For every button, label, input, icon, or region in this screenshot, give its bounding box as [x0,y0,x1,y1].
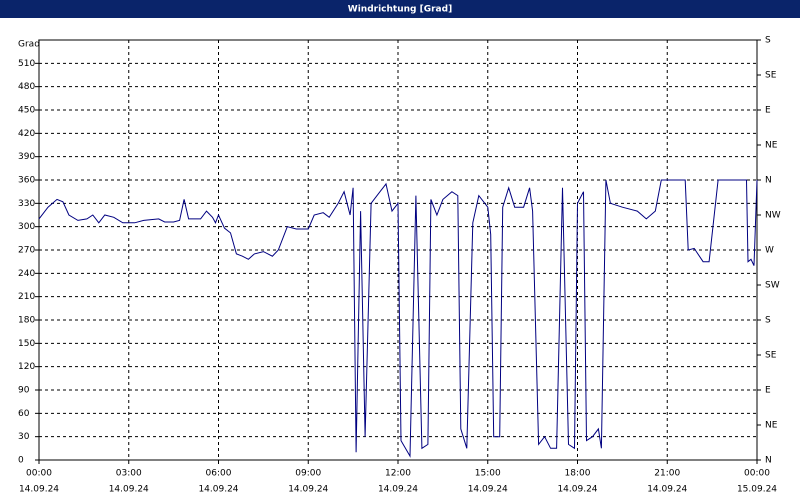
x-tick-label: 00:00 [744,469,770,479]
y-tick-label: 330 [18,199,35,209]
y2-tick-label: SE [765,351,777,361]
y-tick-label: 510 [18,59,35,69]
y2-tick-label: SW [765,281,780,291]
y-axis-label: Grad [18,40,40,50]
y-tick-label: 90 [18,386,30,396]
x-tick-label: 15:00 [475,469,501,479]
y2-tick-label: NE [765,141,778,151]
y2-tick-label: NW [765,211,781,221]
x-tick-date: 14.09.24 [288,485,328,495]
y-tick-label: 240 [18,269,35,279]
y2-tick-label: S [765,316,771,326]
y2-tick-label: N [765,456,772,466]
x-tick-label: 06:00 [206,469,232,479]
x-tick-date: 14.09.24 [198,485,238,495]
x-tick-label: 03:00 [116,469,142,479]
x-tick-date: 14.09.24 [647,485,687,495]
y-tick-label: 300 [18,222,35,232]
y2-tick-label: W [765,246,774,256]
y-tick-label: 150 [18,339,35,349]
x-tick-label: 09:00 [295,469,321,479]
y-tick-label: 450 [18,106,35,116]
y-tick-label: 210 [18,292,35,302]
y2-tick-label: E [765,386,771,396]
x-tick-date: 14.09.24 [378,485,418,495]
x-tick-date: 15.09.24 [737,485,777,495]
chart-title: Windrichtung [Grad] [348,5,452,15]
y-tick-label: 0 [18,456,24,466]
x-tick-label: 18:00 [565,469,591,479]
data-line [38,179,758,458]
y-tick-label: 480 [18,82,35,92]
y2-tick-label: SE [765,71,777,81]
y2-tick-label: S [765,36,771,46]
x-tick-label: 12:00 [385,469,411,479]
x-tick-date: 14.09.24 [19,485,59,495]
y2-tick-label: E [765,106,771,116]
y-tick-label: 270 [18,246,35,256]
x-tick-label: 00:00 [26,469,52,479]
x-tick-date: 14.09.24 [557,485,597,495]
y-tick-label: 420 [18,129,35,139]
title-bar [0,0,800,18]
y-tick-label: 120 [18,362,35,372]
y2-tick-label: N [765,176,772,186]
y-tick-label: 360 [18,176,35,186]
y-tick-label: 180 [18,316,35,326]
x-tick-date: 14.09.24 [468,485,508,495]
y-tick-label: 390 [18,152,35,162]
x-tick-date: 14.09.24 [109,485,149,495]
x-tick-label: 21:00 [654,469,680,479]
y2-tick-label: NE [765,421,778,431]
y-tick-label: 60 [18,409,30,419]
y-tick-label: 30 [18,432,30,442]
